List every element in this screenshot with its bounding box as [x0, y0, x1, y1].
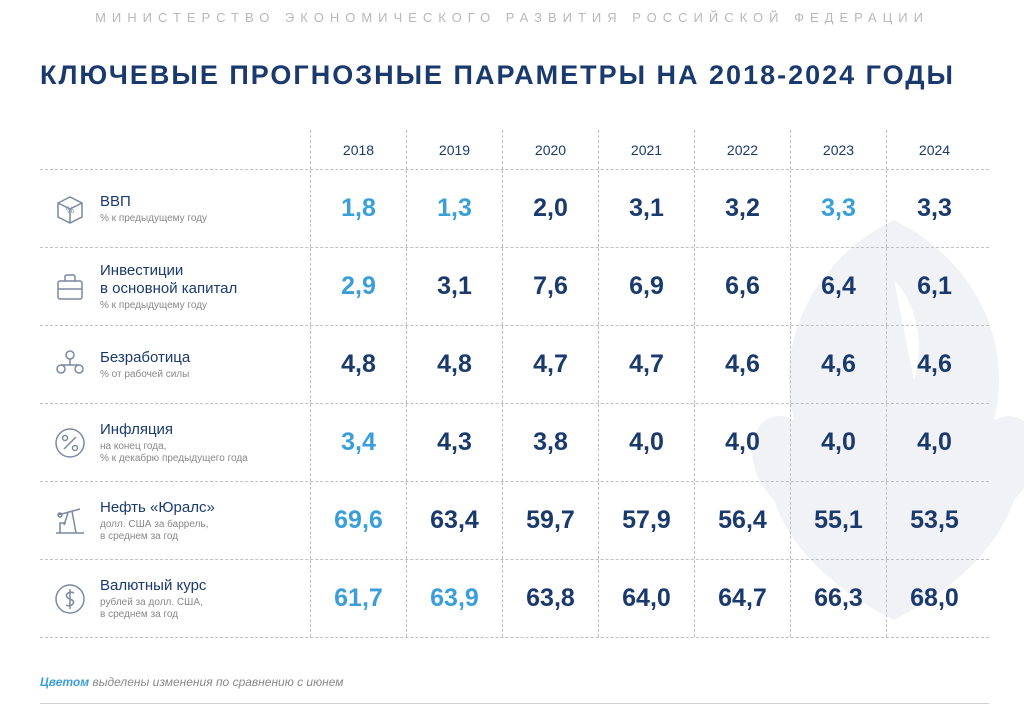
- value-cell-r2-c0: 4,8: [310, 326, 406, 403]
- value-cell-r5-c2: 63,8: [502, 560, 598, 637]
- table-row-4: Нефть «Юралс» долл. США за баррель,в сре…: [40, 482, 989, 560]
- value-cell-r5-c1: 63,9: [406, 560, 502, 637]
- value-cell-r4-c5: 55,1: [790, 482, 886, 559]
- footnote: Цветом выделены изменения по сравнению с…: [40, 675, 344, 689]
- footer-line: [40, 703, 989, 704]
- value-cell-r5-c0: 61,7: [310, 560, 406, 637]
- footnote-text: выделены изменения по сравнению с июнем: [89, 675, 343, 689]
- table-row-0: % ВВП % к предыдущему году 1,81,32,03,13…: [40, 170, 989, 248]
- value-cell-r1-c3: 6,9: [598, 248, 694, 325]
- dollar-circle-icon: [40, 579, 100, 619]
- row-label-4: Нефть «Юралс» долл. США за баррель,в сре…: [100, 499, 310, 543]
- value-cell-r1-c1: 3,1: [406, 248, 502, 325]
- value-cell-r1-c2: 7,6: [502, 248, 598, 325]
- briefcase-icon: [40, 267, 100, 307]
- value-cell-r5-c3: 64,0: [598, 560, 694, 637]
- ministry-header: МИНИСТЕРСТВО ЭКОНОМИЧЕСКОГО РАЗВИТИЯ РОС…: [0, 10, 1024, 25]
- value-cell-r0-c6: 3,3: [886, 170, 982, 247]
- row-label-3: Инфляция на конец года,% к декабрю преды…: [100, 421, 310, 465]
- value-cell-r2-c1: 4,8: [406, 326, 502, 403]
- year-header-2018: 2018: [310, 130, 406, 169]
- value-cell-r2-c3: 4,7: [598, 326, 694, 403]
- value-cell-r1-c0: 2,9: [310, 248, 406, 325]
- value-cell-r5-c4: 64,7: [694, 560, 790, 637]
- box-percent-icon: %: [40, 189, 100, 229]
- percent-circle-icon: [40, 423, 100, 463]
- year-header-2021: 2021: [598, 130, 694, 169]
- value-cell-r1-c6: 6,1: [886, 248, 982, 325]
- table-row-5: Валютный курс рублей за долл. США,в сред…: [40, 560, 989, 638]
- value-cell-r2-c4: 4,6: [694, 326, 790, 403]
- year-header-2022: 2022: [694, 130, 790, 169]
- value-cell-r5-c6: 68,0: [886, 560, 982, 637]
- value-cell-r5-c5: 66,3: [790, 560, 886, 637]
- value-cell-r0-c3: 3,1: [598, 170, 694, 247]
- value-cell-r3-c4: 4,0: [694, 404, 790, 481]
- value-cell-r3-c3: 4,0: [598, 404, 694, 481]
- year-header-2019: 2019: [406, 130, 502, 169]
- people-icon: [40, 345, 100, 385]
- svg-text:%: %: [66, 205, 74, 215]
- forecast-table: 2018201920202021202220232024 % ВВП % к п…: [40, 130, 989, 638]
- value-cell-r0-c5: 3,3: [790, 170, 886, 247]
- table-row-2: Безработица % от рабочей силы 4,84,84,74…: [40, 326, 989, 404]
- value-cell-r1-c4: 6,6: [694, 248, 790, 325]
- year-header-2023: 2023: [790, 130, 886, 169]
- value-cell-r2-c5: 4,6: [790, 326, 886, 403]
- row-label-5: Валютный курс рублей за долл. США,в сред…: [100, 577, 310, 621]
- value-cell-r3-c1: 4,3: [406, 404, 502, 481]
- row-label-0: ВВП % к предыдущему году: [100, 193, 310, 225]
- value-cell-r4-c1: 63,4: [406, 482, 502, 559]
- value-cell-r2-c2: 4,7: [502, 326, 598, 403]
- table-row-1: Инвестициив основной капитал % к предыду…: [40, 248, 989, 326]
- value-cell-r0-c2: 2,0: [502, 170, 598, 247]
- page-title: КЛЮЧЕВЫЕ ПРОГНОЗНЫЕ ПАРАМЕТРЫ НА 2018-20…: [40, 60, 955, 91]
- value-cell-r0-c0: 1,8: [310, 170, 406, 247]
- footnote-highlight: Цветом: [40, 675, 89, 689]
- value-cell-r4-c2: 59,7: [502, 482, 598, 559]
- value-cell-r4-c3: 57,9: [598, 482, 694, 559]
- value-cell-r4-c0: 69,6: [310, 482, 406, 559]
- value-cell-r2-c6: 4,6: [886, 326, 982, 403]
- oil-pump-icon: [40, 501, 100, 541]
- value-cell-r3-c5: 4,0: [790, 404, 886, 481]
- value-cell-r4-c6: 53,5: [886, 482, 982, 559]
- year-header-2024: 2024: [886, 130, 982, 169]
- value-cell-r3-c2: 3,8: [502, 404, 598, 481]
- value-cell-r3-c6: 4,0: [886, 404, 982, 481]
- value-cell-r4-c4: 56,4: [694, 482, 790, 559]
- table-header-row: 2018201920202021202220232024: [40, 130, 989, 170]
- table-row-3: Инфляция на конец года,% к декабрю преды…: [40, 404, 989, 482]
- value-cell-r1-c5: 6,4: [790, 248, 886, 325]
- value-cell-r0-c4: 3,2: [694, 170, 790, 247]
- value-cell-r3-c0: 3,4: [310, 404, 406, 481]
- row-label-2: Безработица % от рабочей силы: [100, 349, 310, 381]
- year-header-2020: 2020: [502, 130, 598, 169]
- row-label-1: Инвестициив основной капитал % к предыду…: [100, 262, 310, 312]
- value-cell-r0-c1: 1,3: [406, 170, 502, 247]
